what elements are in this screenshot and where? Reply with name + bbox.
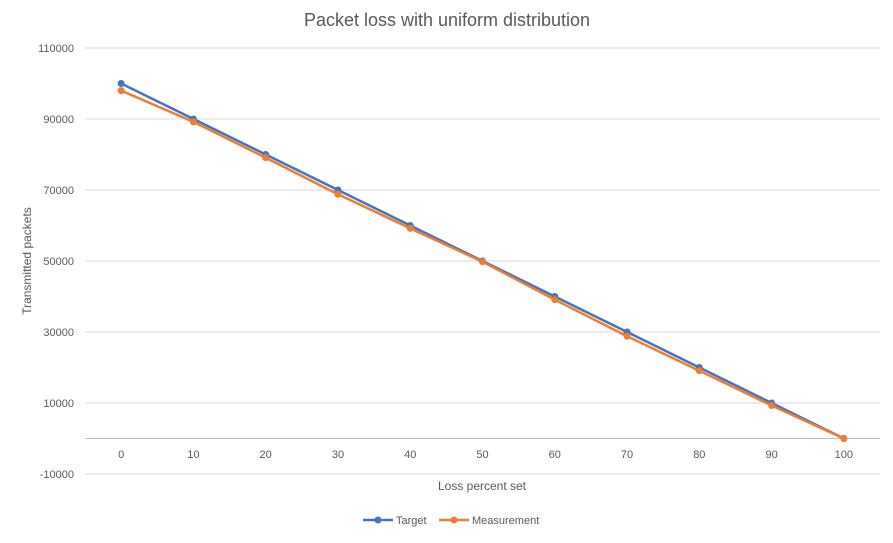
data-point-measurement — [768, 401, 776, 409]
y-tick-label: -10000 — [40, 469, 74, 481]
data-point-measurement — [840, 435, 848, 442]
data-point-measurement — [189, 118, 197, 126]
series-lines — [117, 80, 848, 442]
data-point-measurement — [262, 154, 270, 162]
data-point-measurement — [695, 367, 703, 375]
data-point-measurement — [334, 190, 342, 198]
x-tick-label: 50 — [476, 449, 488, 461]
x-tick-label: 70 — [621, 449, 633, 461]
y-tick-label: 30000 — [43, 327, 74, 339]
data-point-measurement — [406, 224, 414, 232]
x-tick-label: 10 — [187, 449, 199, 461]
x-tick-label: 80 — [693, 449, 705, 461]
x-axis-title: Loss percent set — [438, 479, 527, 493]
legend-label: Target — [396, 515, 427, 527]
data-point-target — [117, 80, 125, 87]
y-tick-label: 90000 — [43, 114, 74, 126]
x-tick-label: 30 — [332, 449, 344, 461]
chart-title: Packet loss with uniform distribution — [304, 10, 590, 30]
legend-label: Measurement — [472, 515, 539, 527]
data-point-measurement — [623, 332, 631, 340]
y-tick-label: 110000 — [38, 43, 74, 55]
x-tick-label: 60 — [549, 449, 561, 461]
y-axis-ticks: 110000 90000 70000 50000 30000 10000 -10000 — [38, 43, 74, 481]
data-point-measurement — [479, 258, 486, 266]
y-tick-label: 70000 — [43, 185, 74, 197]
x-tick-label: 40 — [404, 449, 416, 461]
legend-marker — [450, 516, 458, 524]
legend: Target Measurement — [363, 515, 539, 527]
x-axis-ticks: 0 10 20 30 40 50 60 70 80 90 100 — [118, 449, 853, 461]
gridlines — [85, 47, 880, 475]
data-point-measurement — [117, 87, 125, 95]
data-point-measurement — [551, 296, 559, 304]
x-tick-label: 0 — [118, 449, 124, 461]
legend-marker — [374, 516, 382, 524]
y-tick-label: 50000 — [43, 256, 74, 268]
x-tick-label: 20 — [260, 449, 272, 461]
y-axis-title: Transmitted packets — [20, 207, 34, 315]
y-tick-label: 10000 — [43, 398, 74, 410]
x-tick-label: 100 — [835, 449, 853, 461]
x-tick-label: 90 — [765, 449, 777, 461]
